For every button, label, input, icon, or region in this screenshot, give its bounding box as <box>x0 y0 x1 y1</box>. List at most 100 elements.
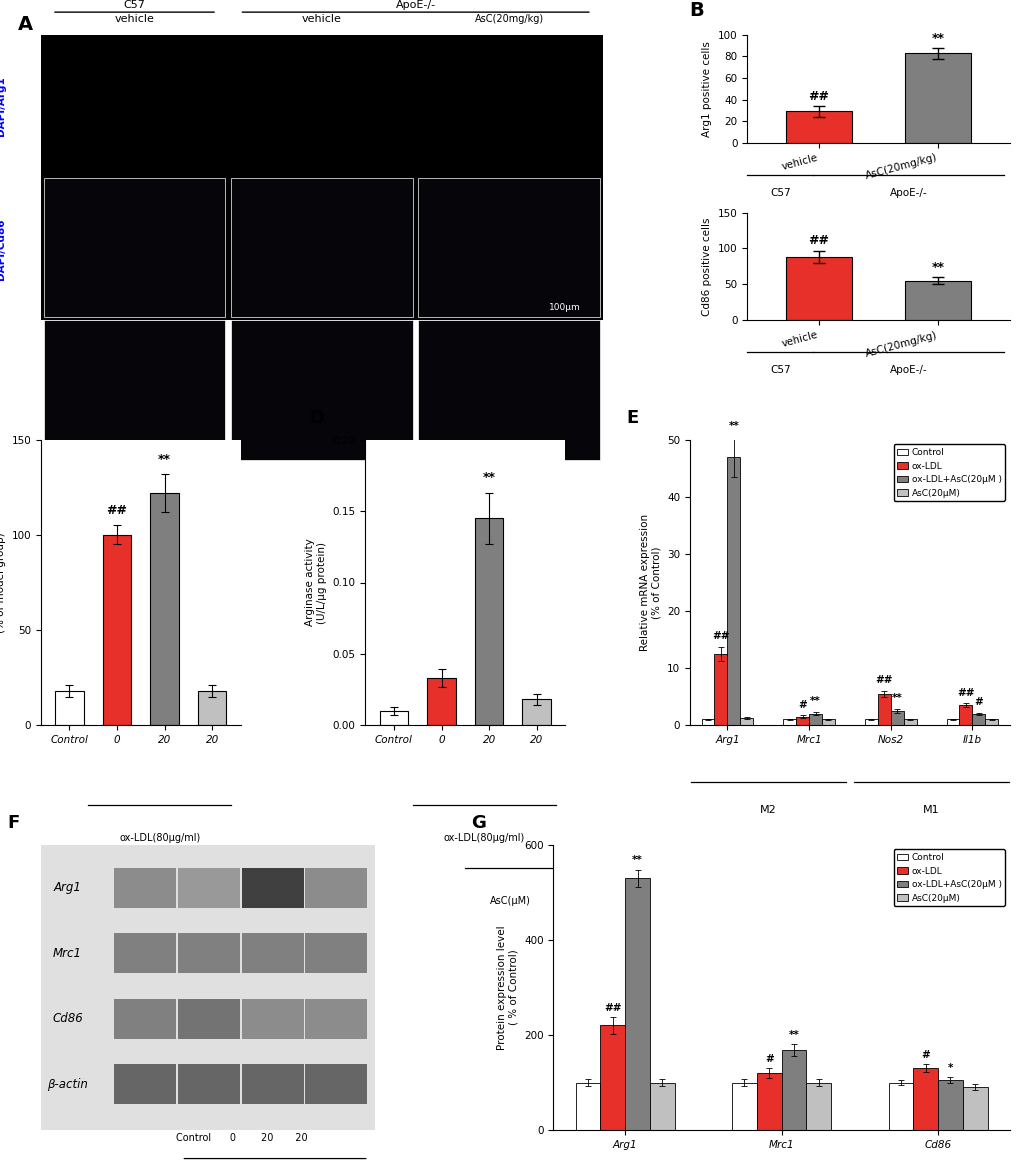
Text: ##: ## <box>956 687 974 698</box>
Bar <box>821 720 835 725</box>
Text: DAPI/Arg1: DAPI/Arg1 <box>0 77 6 136</box>
Text: #: # <box>920 1050 929 1060</box>
Bar <box>864 720 877 725</box>
Text: **: ** <box>158 452 171 466</box>
Text: Cd86: Cd86 <box>52 1012 83 1025</box>
Text: ##: ## <box>808 90 828 103</box>
Y-axis label: Arginase activity
(U/L/μg protein): Arginase activity (U/L/μg protein) <box>305 538 327 627</box>
Bar <box>786 112 851 142</box>
Text: ##: ## <box>711 631 729 641</box>
Bar <box>305 998 367 1039</box>
Bar <box>713 654 727 725</box>
Y-axis label: Cd86 positive cells: Cd86 positive cells <box>702 217 711 316</box>
Text: M2: M2 <box>759 805 775 816</box>
Text: AsC(20mg/kg): AsC(20mg/kg) <box>474 14 543 24</box>
Bar <box>984 720 998 725</box>
Bar <box>178 998 239 1039</box>
Bar <box>732 1082 756 1130</box>
Y-axis label: Protein expression level
( % of Control): Protein expression level ( % of Control) <box>496 925 518 1050</box>
Bar <box>959 705 971 725</box>
Bar <box>475 518 503 725</box>
Bar <box>103 535 131 725</box>
Y-axis label: Mrc1 expression level
(% of model group): Mrc1 expression level (% of model group) <box>0 525 6 640</box>
Bar <box>522 699 550 725</box>
Legend: Control, ox-LDL, ox-LDL+AsC(20μM ), AsC(20μM): Control, ox-LDL, ox-LDL+AsC(20μM ), AsC(… <box>893 849 1005 906</box>
Text: 100μm: 100μm <box>548 303 580 311</box>
Text: vehicle: vehicle <box>114 14 154 24</box>
Bar <box>971 714 984 725</box>
Bar <box>877 693 890 725</box>
Bar <box>890 711 903 725</box>
Text: ox-LDL(80μg/ml): ox-LDL(80μg/ml) <box>443 833 525 843</box>
Text: G: G <box>471 814 486 832</box>
Bar <box>600 1025 625 1130</box>
Text: #: # <box>973 697 982 707</box>
Bar <box>783 720 796 725</box>
Bar <box>242 868 304 908</box>
Bar <box>905 281 970 320</box>
Bar <box>114 868 176 908</box>
Bar <box>242 933 304 973</box>
Bar <box>114 998 176 1039</box>
Text: AsC(μM): AsC(μM) <box>165 896 206 906</box>
Bar <box>178 933 239 973</box>
Bar <box>808 714 821 725</box>
Text: C57: C57 <box>769 366 790 375</box>
Bar <box>114 1065 176 1104</box>
Text: **: ** <box>788 1030 799 1040</box>
Bar <box>946 720 959 725</box>
Bar <box>912 1068 937 1130</box>
Bar <box>150 493 178 725</box>
Text: ApoE-/-: ApoE-/- <box>889 188 926 198</box>
Text: ox-LDL(80μg/ml): ox-LDL(80μg/ml) <box>119 833 200 843</box>
Text: **: ** <box>728 422 739 431</box>
Bar <box>305 1065 367 1104</box>
Text: **: ** <box>930 31 944 44</box>
FancyBboxPatch shape <box>231 320 413 460</box>
Y-axis label: Relative mRNA expression
(% of Control): Relative mRNA expression (% of Control) <box>639 514 661 651</box>
Text: A: A <box>18 15 34 34</box>
Legend: Control, ox-LDL, ox-LDL+AsC(20μM ), AsC(20μM): Control, ox-LDL, ox-LDL+AsC(20μM ), AsC(… <box>893 444 1005 501</box>
Bar <box>740 719 753 725</box>
Text: M1: M1 <box>922 805 938 816</box>
Text: ##: ## <box>106 504 127 517</box>
FancyBboxPatch shape <box>44 177 225 317</box>
Bar <box>781 1050 806 1130</box>
Bar <box>198 691 226 725</box>
Bar <box>756 1073 781 1130</box>
Text: B: B <box>689 0 704 20</box>
Bar <box>701 720 713 725</box>
Text: #: # <box>764 1054 772 1064</box>
Bar <box>55 691 84 725</box>
FancyBboxPatch shape <box>418 177 600 317</box>
Text: E: E <box>626 409 638 426</box>
Text: DAPI/Cd86: DAPI/Cd86 <box>0 218 6 280</box>
Text: C57: C57 <box>123 0 146 9</box>
Text: AsC(μM): AsC(μM) <box>489 896 531 906</box>
Bar <box>905 54 970 142</box>
Text: **: ** <box>930 261 944 274</box>
Text: #: # <box>798 700 806 709</box>
Text: **: ** <box>632 855 642 866</box>
Bar <box>305 933 367 973</box>
Bar <box>962 1087 986 1130</box>
FancyBboxPatch shape <box>231 177 413 317</box>
Bar <box>242 998 304 1039</box>
Text: D: D <box>309 409 324 426</box>
Text: vehicle: vehicle <box>302 14 341 24</box>
Text: ApoE-/-: ApoE-/- <box>395 0 435 9</box>
Bar <box>427 678 455 725</box>
Text: ##: ## <box>808 234 828 247</box>
Text: ApoE-/-: ApoE-/- <box>889 366 926 375</box>
Text: F: F <box>7 814 19 832</box>
Y-axis label: Arg1 positive cells: Arg1 positive cells <box>702 41 712 136</box>
Text: **: ** <box>891 693 902 704</box>
Text: C57: C57 <box>769 188 790 198</box>
Bar <box>727 457 740 725</box>
Text: β-actin: β-actin <box>47 1078 88 1090</box>
Bar <box>649 1082 674 1130</box>
Bar <box>178 868 239 908</box>
Text: ##: ## <box>603 1003 621 1012</box>
Text: *: * <box>947 1062 952 1073</box>
Bar <box>806 1082 830 1130</box>
